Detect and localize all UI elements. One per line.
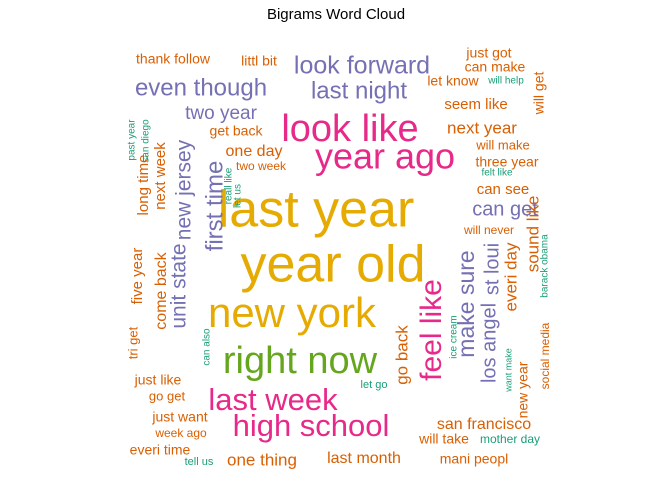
word-mani-peopl: mani peopl bbox=[440, 451, 509, 467]
word-high-school: high school bbox=[233, 408, 390, 443]
word-new-year: new year bbox=[515, 361, 531, 418]
word-will-get: will get bbox=[531, 71, 547, 115]
word-look-forward: look forward bbox=[294, 52, 430, 80]
word-social-media: social media bbox=[538, 322, 552, 389]
word-can-also: can also bbox=[202, 328, 213, 366]
word-last-month: last month bbox=[327, 450, 401, 467]
word-can-get: can get bbox=[472, 198, 538, 220]
word-tell-us: tell us bbox=[185, 456, 214, 468]
word-will-help: will help bbox=[487, 76, 524, 87]
word-make-sure: make sure bbox=[453, 250, 479, 357]
word-let-go: let go bbox=[361, 379, 388, 391]
chart-title: Bigrams Word Cloud bbox=[266, 6, 406, 23]
word-felt-like: felt like bbox=[481, 168, 513, 179]
word-st-loui: st loui bbox=[481, 243, 503, 295]
word-week-ago: week ago bbox=[154, 426, 207, 440]
word-seem-like: seem like bbox=[444, 96, 507, 113]
word-thank-follow: thank follow bbox=[136, 51, 211, 67]
word-los-angel: los angel bbox=[478, 303, 500, 383]
word-littl-bit: littl bit bbox=[241, 53, 277, 69]
word-go-get: go get bbox=[149, 388, 186, 403]
word-new-jersey: new jersey bbox=[173, 139, 196, 240]
word-long-time: long time bbox=[135, 155, 152, 216]
word-new-york: new york bbox=[208, 289, 377, 336]
word-just-got: just got bbox=[465, 45, 511, 61]
word-just-like: just like bbox=[134, 372, 182, 388]
word-san-francisco: san francisco bbox=[437, 416, 531, 433]
word-last-night: last night bbox=[311, 77, 407, 104]
word-five-year: five year bbox=[129, 248, 146, 305]
word-come-back: come back bbox=[153, 251, 170, 329]
word-one-thing: one thing bbox=[227, 450, 297, 469]
word-past-year: past year bbox=[127, 119, 138, 161]
word-everi-time: everi time bbox=[130, 442, 191, 458]
word-ice-cream: ice cream bbox=[449, 315, 460, 358]
word-mother-day: mother day bbox=[480, 432, 540, 446]
word-feel-like: feel like bbox=[415, 279, 448, 381]
word-unit-state: unit state bbox=[168, 243, 191, 328]
word-right-now: right now bbox=[223, 340, 378, 382]
word-will-take: will take bbox=[418, 431, 469, 447]
word-even-though: even though bbox=[135, 74, 267, 101]
word-will-make: will make bbox=[475, 137, 529, 152]
word-tri-get: tri get bbox=[125, 326, 140, 359]
word-next-year: next year bbox=[447, 118, 517, 137]
word-let-know: let know bbox=[427, 73, 479, 89]
word-first-time: first time bbox=[201, 161, 228, 252]
word-one-day: one day bbox=[226, 143, 283, 160]
word-everi-day: everi day bbox=[501, 242, 520, 311]
word-year-old: year old bbox=[241, 236, 426, 294]
word-san-diego: san diego bbox=[141, 119, 152, 163]
word-next-week: next week bbox=[152, 142, 169, 210]
word-look-like: look like bbox=[281, 108, 418, 150]
word-can-see: can see bbox=[477, 181, 530, 198]
word-will-never: will never bbox=[463, 223, 514, 237]
word-sound-like: sound like bbox=[523, 196, 542, 273]
word-go-back: go back bbox=[392, 325, 411, 385]
word-two-week: two week bbox=[236, 159, 287, 173]
word-last-year: last year bbox=[218, 181, 415, 239]
word-want-make: want make bbox=[503, 348, 513, 393]
word-last-week: last week bbox=[208, 382, 338, 417]
word-get-back: get back bbox=[210, 123, 264, 139]
word-year-ago: year ago bbox=[315, 136, 455, 177]
word-two-year: two year bbox=[185, 103, 257, 124]
word-three-year: three year bbox=[475, 154, 538, 170]
word-reall-like: reall like bbox=[224, 167, 235, 204]
word-barack-obama: barack obama bbox=[540, 234, 551, 298]
word-just-want: just want bbox=[151, 409, 207, 425]
word-let-us: let us bbox=[233, 184, 244, 208]
word-can-make: can make bbox=[465, 59, 526, 75]
